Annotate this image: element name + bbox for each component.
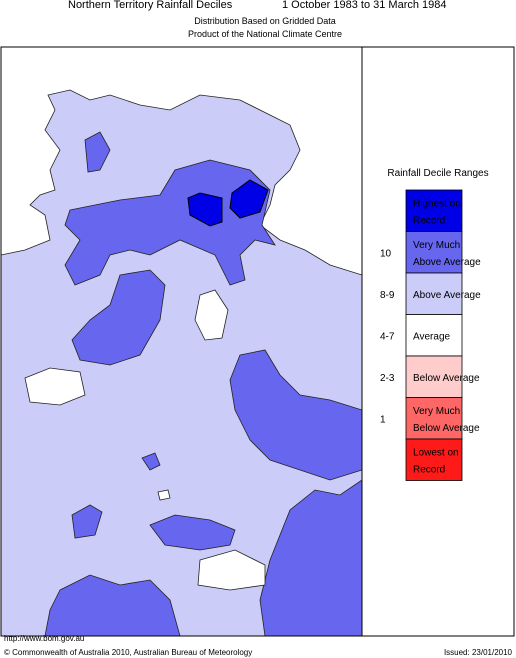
region bbox=[44, 574, 181, 637]
region bbox=[24, 367, 86, 406]
legend-swatch bbox=[405, 397, 463, 440]
legend-swatch bbox=[405, 231, 463, 274]
legend-label: Above Average bbox=[413, 257, 481, 268]
region bbox=[71, 269, 166, 366]
legend-range: 8-9 bbox=[380, 290, 395, 301]
region bbox=[197, 549, 266, 591]
region bbox=[187, 192, 223, 227]
legend-label: Record bbox=[413, 464, 445, 475]
map bbox=[0, 47, 363, 637]
legend-label: Above Average bbox=[413, 290, 481, 301]
legend-range: 2-3 bbox=[380, 373, 395, 384]
legend-swatch bbox=[405, 272, 463, 315]
legend-label: Average bbox=[413, 331, 451, 342]
region bbox=[194, 289, 229, 341]
region bbox=[229, 349, 363, 481]
subtitle: Product of the National Climate Centre bbox=[188, 29, 342, 39]
legend-label: Below Average bbox=[413, 373, 480, 384]
legend-swatch bbox=[405, 355, 463, 398]
legend-label: Highest on bbox=[413, 198, 461, 209]
copyright: © Commonwealth of Australia 2010, Austra… bbox=[4, 648, 252, 657]
subtitle: Distribution Based on Gridded Data bbox=[194, 16, 336, 26]
legend-title: Rainfall Decile Ranges bbox=[387, 168, 488, 179]
issued: Issued: 23/01/2010 bbox=[444, 648, 513, 657]
legend-label: Very Much bbox=[413, 406, 460, 417]
region bbox=[84, 131, 111, 173]
legend-range: 4-7 bbox=[380, 331, 395, 342]
legend-swatch bbox=[405, 314, 463, 357]
region bbox=[71, 504, 103, 539]
legend-label: Very Much bbox=[413, 240, 460, 251]
url: http://www.bom.gov.au bbox=[4, 634, 84, 643]
legend-label: Record bbox=[413, 215, 445, 226]
title: Northern Territory Rainfall Deciles bbox=[68, 0, 233, 11]
map-frame bbox=[0, 46, 363, 637]
legend-label: Lowest on bbox=[413, 447, 459, 458]
region bbox=[141, 452, 161, 471]
region bbox=[64, 159, 276, 286]
legend-label: Below Average bbox=[413, 423, 480, 434]
legend-range: 10 bbox=[380, 248, 392, 259]
region bbox=[157, 489, 171, 501]
legend-swatch bbox=[405, 438, 463, 481]
region bbox=[229, 179, 269, 219]
legend-range: 1 bbox=[380, 414, 386, 425]
date-range: 1 October 1983 to 31 March 1984 bbox=[282, 0, 447, 11]
region bbox=[149, 514, 236, 551]
